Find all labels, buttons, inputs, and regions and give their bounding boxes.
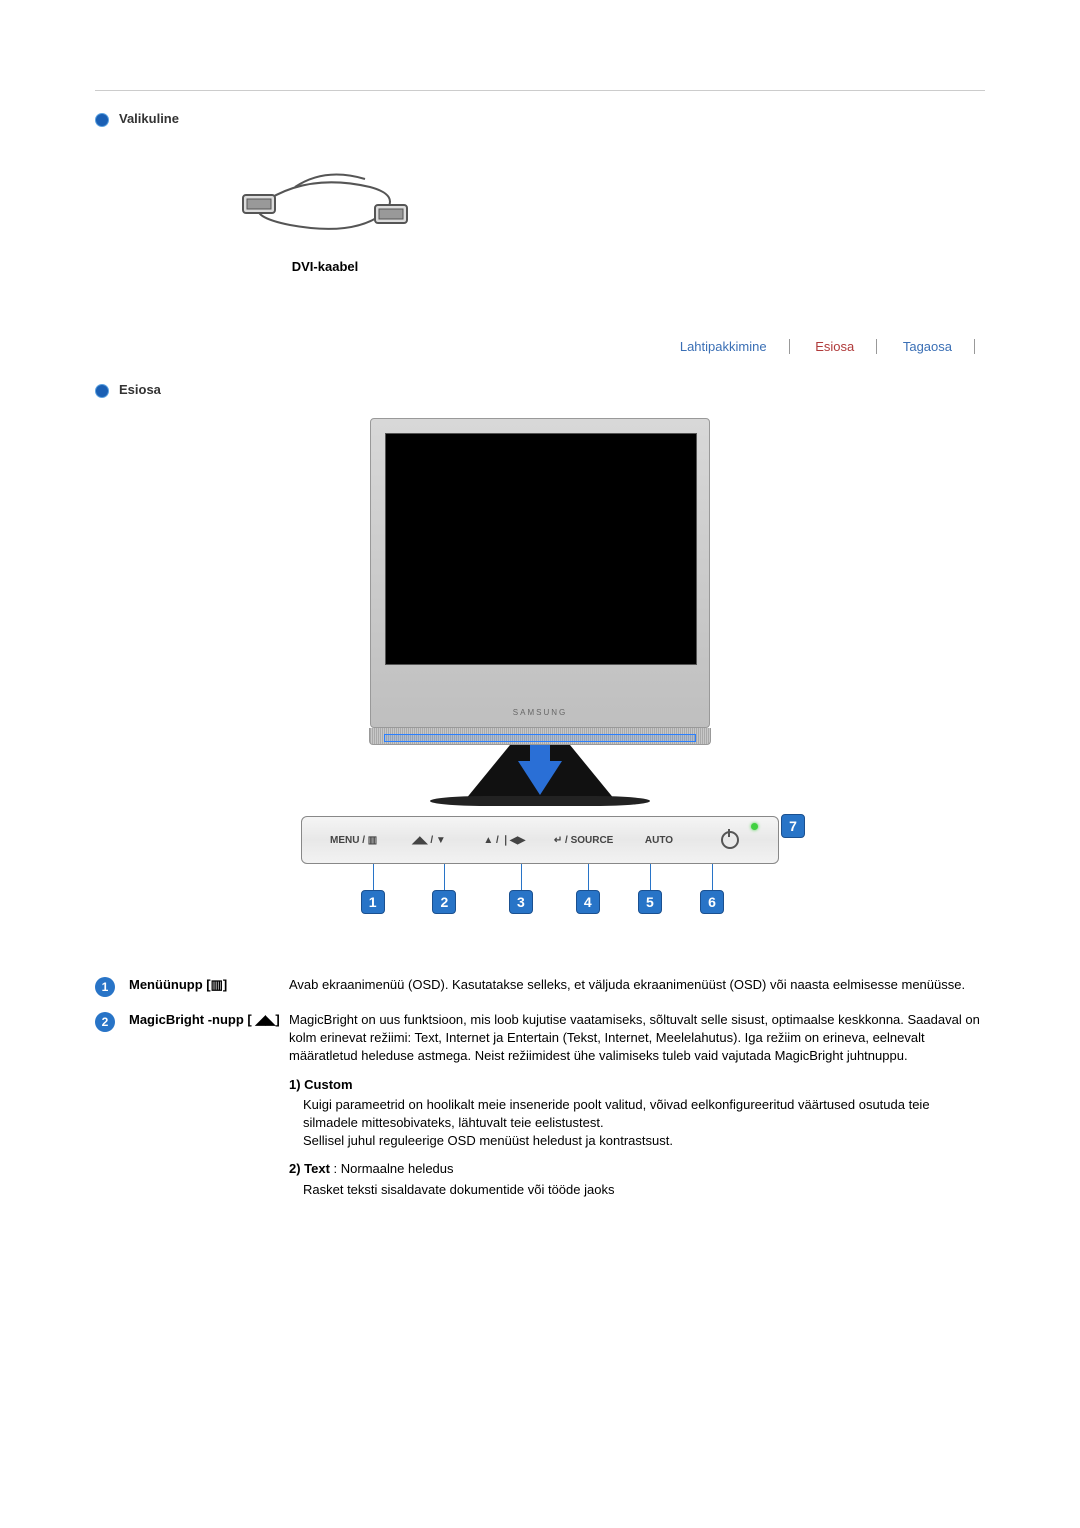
badge-2: 2 [432,890,456,914]
desc-badge-2: 2 [95,1012,115,1032]
btn-magicbright[interactable]: ◢◣ / ▼ [393,835,464,846]
monitor-illustration: SAMSUNG MENU / ▥ ◢◣ / ▼ ▲ / ❘◀▶ ↵ / SOUR… [95,418,985,916]
section-valikuline: Valikuline [95,111,985,127]
desc-text-magicbright: MagicBright on uus funktsioon, mis loob … [289,1011,985,1199]
num-badge-row: 1 2 3 4 5 6 [301,890,779,916]
btn-auto[interactable]: AUTO [623,835,694,846]
power-led-icon [751,823,758,830]
description-table: 1 Menüünupp [▥] Avab ekraanimenüü (OSD).… [95,976,985,1199]
divider-top [95,90,985,91]
desc-sub-custom: 1) Custom Kuigi parameetrid on hoolikalt… [289,1076,985,1151]
tab-lahtipakkimine[interactable]: Lahtipakkimine [658,339,790,354]
btn-power[interactable] [695,831,766,849]
desc-sub-text: 2) Text : Normaalne heledus Rasket tekst… [289,1160,985,1198]
desc-sub-text-title: 2) Text [289,1161,330,1176]
cable-block: DVI-kaabel [225,157,425,274]
desc-text-menu: Avab ekraanimenüü (OSD). Kasutatakse sel… [289,976,985,994]
tabs-row: Lahtipakkimine Esiosa Tagaosa [95,339,985,354]
desc-sub-custom-body: Kuigi parameetrid on hoolikalt meie inse… [303,1096,985,1151]
monitor-base [430,796,650,806]
desc-badge-1: 1 [95,977,115,997]
badge-1: 1 [361,890,385,914]
badge-7: 7 [781,814,805,838]
bullet-icon [95,113,109,127]
section-title-valikuline: Valikuline [119,111,179,126]
badge-4: 4 [576,890,600,914]
badge-6: 6 [700,890,724,914]
desc-sub-custom-title: 1) Custom [289,1077,353,1092]
tab-esiosa[interactable]: Esiosa [793,339,877,354]
bullet-icon [95,384,109,398]
button-bar: MENU / ▥ ◢◣ / ▼ ▲ / ❘◀▶ ↵ / SOURCE AUTO [301,816,779,864]
arrow-down-icon [518,761,562,795]
section-esiosa: Esiosa [95,382,985,398]
desc-sub-text-suffix: : Normaalne heledus [330,1161,454,1176]
badge-5: 5 [638,890,662,914]
desc-text-magicbright-main: MagicBright on uus funktsioon, mis loob … [289,1012,980,1063]
highlight-bar [384,734,696,742]
desc-label-menu: Menüünupp [▥] [129,976,289,994]
cable-label: DVI-kaabel [225,259,425,274]
power-icon [721,831,739,849]
callout-lines [301,864,779,890]
desc-row-2: 2 MagicBright -nupp [ ◢◣] MagicBright on… [95,1011,985,1199]
monitor-bezel: SAMSUNG [370,418,710,728]
section-title-esiosa: Esiosa [119,382,161,397]
desc-label-magicbright: MagicBright -nupp [ ◢◣] [129,1011,289,1029]
monitor-screen [385,433,697,665]
page: Valikuline DVI-kaabel Lahtipakkimine Esi… [0,0,1080,1528]
desc-sub-text-body: Rasket teksti sisaldavate dokumentide võ… [303,1181,985,1199]
tab-tagaosa[interactable]: Tagaosa [881,339,975,354]
btn-menu[interactable]: MENU / ▥ [314,835,393,846]
badge-3: 3 [509,890,533,914]
btn-up-volume[interactable]: ▲ / ❘◀▶ [465,835,544,846]
dvi-cable-image [235,157,415,247]
monitor-brand: SAMSUNG [513,708,567,717]
monitor-speaker-grill [369,728,711,745]
btn-source[interactable]: ↵ / SOURCE [544,835,623,846]
desc-row-1: 1 Menüünupp [▥] Avab ekraanimenüü (OSD).… [95,976,985,997]
